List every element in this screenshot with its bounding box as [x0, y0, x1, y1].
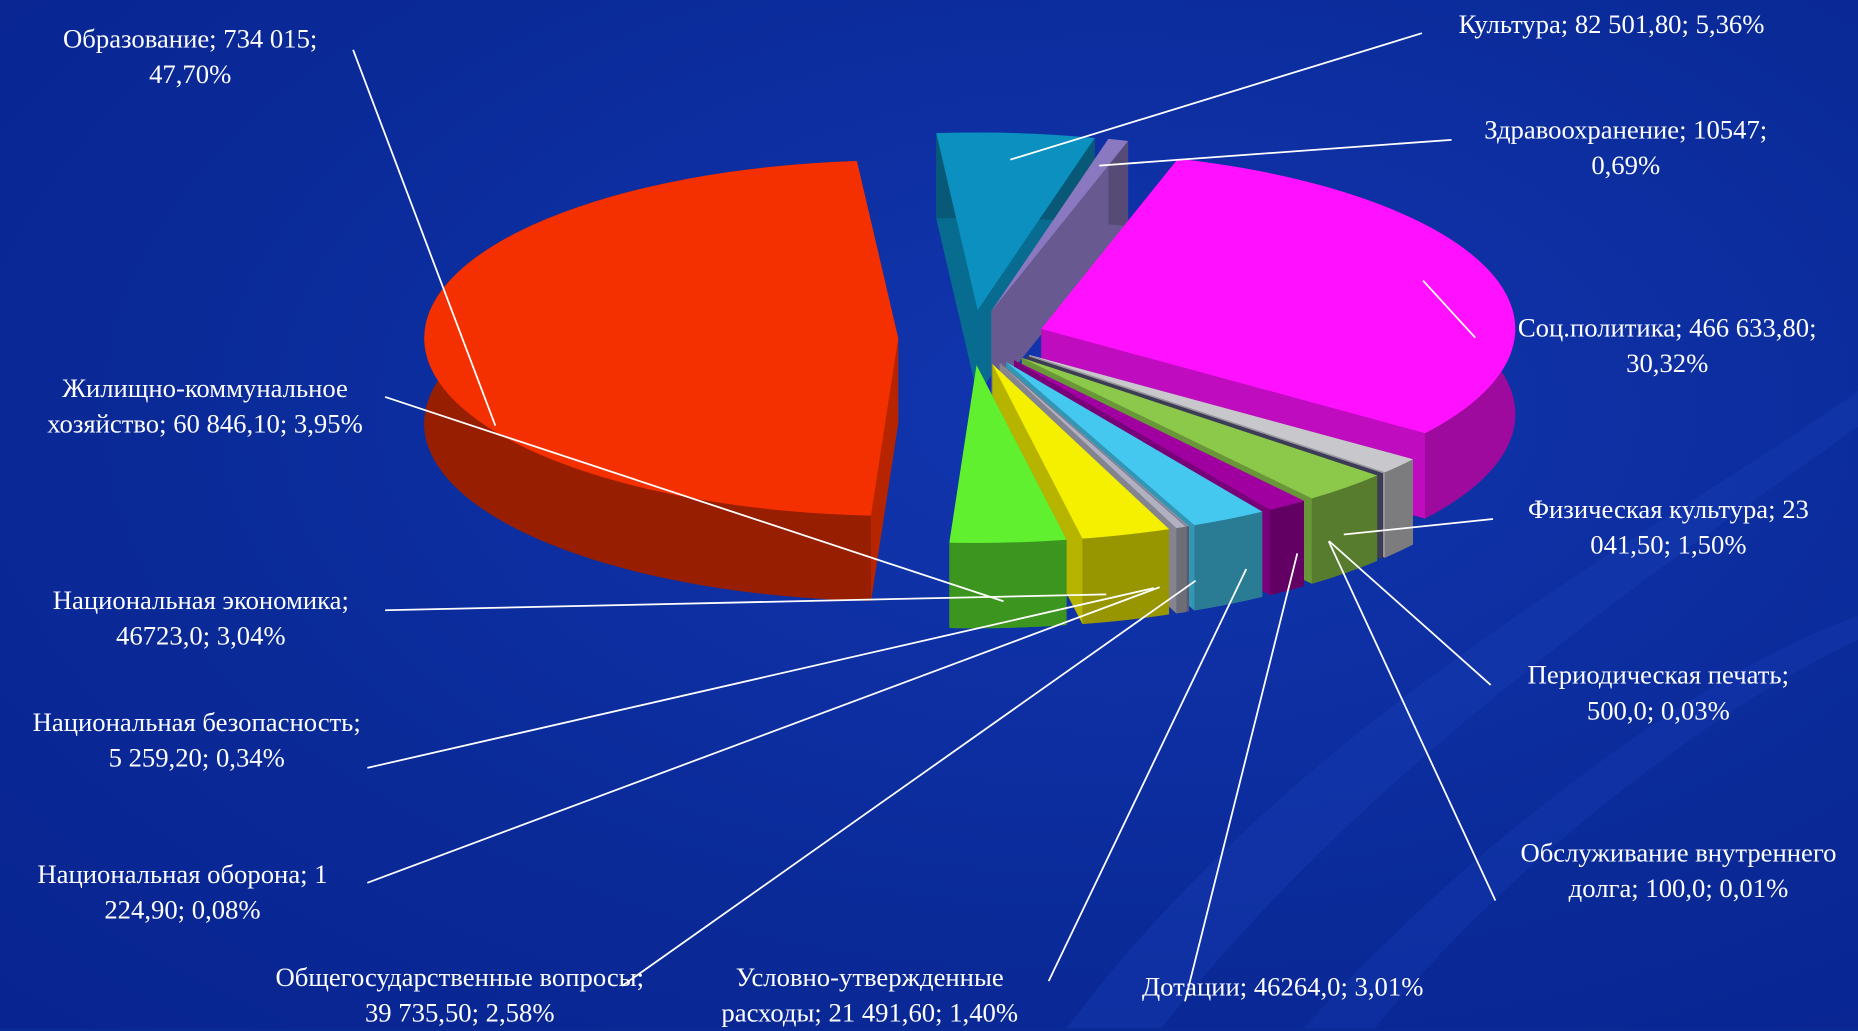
slice-label: Национальная оборона; 1 224,90; 0,08% — [0, 857, 365, 928]
slice-side — [1194, 512, 1262, 611]
leader-line — [367, 587, 1159, 883]
slice-label: Обслуживание внутреннего долга; 100,0; 0… — [1499, 835, 1858, 906]
leader-line — [1099, 140, 1451, 166]
slice-label: Национальная безопасность; 5 259,20; 0,3… — [24, 705, 370, 776]
slice-side — [949, 540, 1066, 629]
slice-side — [1382, 473, 1383, 559]
slice-label: Жилищно-коммунальное хозяйство; 60 846,1… — [21, 371, 388, 442]
slice-label: Периодическая печать; 500,0; 0,03% — [1495, 658, 1821, 729]
slice-side — [1385, 459, 1413, 557]
slice-label: Соц.политика; 466 633,80; 30,32% — [1479, 310, 1856, 381]
leader-line — [1185, 553, 1297, 1001]
leader-line — [353, 50, 495, 426]
leader-line — [1329, 541, 1496, 900]
slice-label: Здравоохранение; 10547; 0,69% — [1448, 113, 1803, 184]
slice-label: Культура; 82 501,80; 5,36% — [1416, 7, 1807, 43]
slice-side — [1187, 526, 1189, 612]
leader-line — [1329, 541, 1491, 685]
slice — [424, 161, 898, 601]
pie — [424, 133, 1515, 629]
slice-label: Общегосударственные вопросы; 39 735,50; … — [270, 960, 649, 1031]
leader-line — [1010, 33, 1422, 159]
slice-label: Образование; 734 015; 47,70% — [21, 21, 359, 92]
leader-line — [367, 588, 1154, 768]
slice-label: Условно-утвержденные расходы; 21 491,60;… — [685, 960, 1055, 1031]
slice-side — [1176, 527, 1185, 614]
slice-label: Национальная экономика; 46723,0; 3,04% — [14, 583, 387, 654]
leader-line — [622, 581, 1195, 986]
slice-label: Дотации; 46264,0; 3,01% — [1108, 969, 1458, 1005]
slice-side — [1082, 529, 1169, 624]
slice-side — [1270, 501, 1304, 595]
slice-label: Физическая культура; 23 041,50; 1,50% — [1491, 492, 1846, 563]
